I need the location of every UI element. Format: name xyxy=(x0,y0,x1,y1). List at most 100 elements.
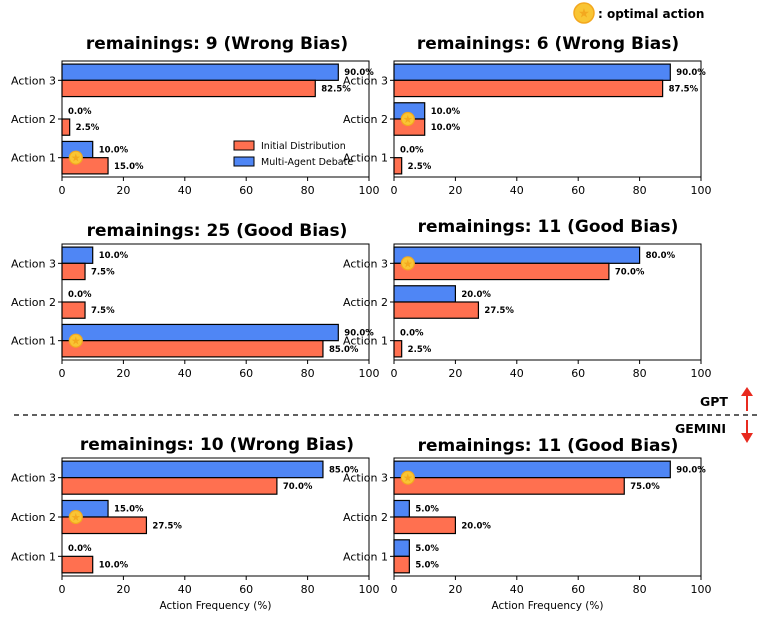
y-tick-label: Action 1 xyxy=(11,550,56,563)
plot-frame xyxy=(61,60,370,178)
bar-initial-distribution xyxy=(393,477,625,495)
data-label-debate: 90.0% xyxy=(344,329,374,339)
data-label-debate: 90.0% xyxy=(676,465,706,475)
data-label-debate: 0.0% xyxy=(400,329,424,339)
y-tick-label: Action 1 xyxy=(11,335,56,348)
x-tick-label: 40 xyxy=(178,184,192,197)
bar-multi-agent-debate xyxy=(61,63,339,81)
x-tick-label: 80 xyxy=(301,367,315,380)
legend-label-debate: Multi-Agent Debate xyxy=(261,157,353,168)
data-label-initial: 27.5% xyxy=(152,521,182,531)
chart-title: remainings: 6 (Wrong Bias) xyxy=(417,34,679,54)
x-tick-label: 20 xyxy=(448,583,462,596)
bar-initial-distribution xyxy=(61,340,324,358)
x-axis-label: Action Frequency (%) xyxy=(160,600,272,612)
x-tick-label: 20 xyxy=(448,367,462,380)
gpt-label: GPT xyxy=(700,394,728,409)
bar-multi-agent-debate xyxy=(393,285,457,303)
y-tick-label: Action 2 xyxy=(11,296,56,309)
plot-frame xyxy=(61,457,370,577)
data-label-initial: 85.0% xyxy=(329,345,359,355)
data-label-debate: 85.0% xyxy=(329,465,359,475)
x-tick-label: 0 xyxy=(59,184,66,197)
data-label-initial: 70.0% xyxy=(615,267,645,277)
x-tick-label: 100 xyxy=(359,583,380,596)
arrow-up-icon xyxy=(741,387,753,411)
bar-multi-agent-debate xyxy=(61,246,94,264)
chart-panel-3: remainings: 25 (Good Bias) Action 3 10.0% 7… xyxy=(11,221,379,380)
data-label-initial: 82.5% xyxy=(321,84,351,94)
data-label-debate: 15.0% xyxy=(114,505,144,515)
chart-title: remainings: 25 (Good Bias) xyxy=(87,221,348,241)
bar-initial-distribution xyxy=(393,79,664,98)
optimal-star-icon: ★ xyxy=(71,511,81,524)
optimal-legend-star-circle xyxy=(573,2,595,24)
optimal-action-legend: ★ : optimal action xyxy=(573,2,704,24)
optimal-star-icon-circle xyxy=(400,470,415,485)
data-label-debate: 0.0% xyxy=(68,544,92,554)
chart-panel-4: remainings: 11 (Good Bias) Action 3 80.0%7… xyxy=(343,217,711,380)
x-tick-label: 60 xyxy=(239,367,253,380)
optimal-star-icon: ★ xyxy=(403,113,413,126)
y-tick-label: Action 1 xyxy=(343,152,388,165)
data-label-initial: 10.0% xyxy=(99,561,129,571)
y-tick-label: Action 2 xyxy=(343,296,388,309)
data-label-initial: 2.5% xyxy=(76,123,100,133)
data-label-initial: 10.0% xyxy=(431,123,461,133)
y-tick-label: Action 3 xyxy=(11,74,56,87)
chart-panels: remainings: 9 (Wrong Bias) Action 3 90.0% 8… xyxy=(11,34,711,612)
bar-multi-agent-debate xyxy=(393,460,671,479)
x-tick-label: 0 xyxy=(59,583,66,596)
x-tick-label: 40 xyxy=(178,583,192,596)
bar-initial-distribution xyxy=(393,157,403,175)
chart-panel-1: remainings: 9 (Wrong Bias) Action 3 90.0% 8… xyxy=(11,34,379,197)
chart-panel-6: remainings: 11 (Good Bias) Action 3 90.0% 7… xyxy=(343,436,711,612)
x-tick-label: 60 xyxy=(239,583,253,596)
data-label-initial: 15.0% xyxy=(114,162,144,172)
x-tick-label: 0 xyxy=(391,184,398,197)
optimal-star-icon-circle xyxy=(68,509,83,525)
x-tick-label: 100 xyxy=(691,184,712,197)
y-tick-label: Action 1 xyxy=(343,335,388,348)
plot-frame xyxy=(61,243,370,361)
bar-initial-distribution xyxy=(61,301,86,319)
bar-initial-distribution xyxy=(61,79,316,98)
x-tick-label: 60 xyxy=(571,583,585,596)
x-tick-label: 0 xyxy=(391,583,398,596)
optimal-star-icon: ★ xyxy=(403,257,413,270)
x-tick-label: 100 xyxy=(359,367,380,380)
bar-initial-distribution xyxy=(61,118,71,136)
x-tick-label: 100 xyxy=(359,184,380,197)
x-tick-label: 20 xyxy=(116,367,130,380)
x-tick-label: 0 xyxy=(391,367,398,380)
bar-multi-agent-debate xyxy=(393,539,410,557)
data-label-debate: 10.0% xyxy=(431,107,461,117)
x-tick-label: 100 xyxy=(691,367,712,380)
optimal-star-icon-circle xyxy=(400,111,415,127)
optimal-star-icon-circle xyxy=(400,256,415,271)
x-tick-label: 60 xyxy=(571,184,585,197)
chart-title: remainings: 11 (Good Bias) xyxy=(418,436,679,456)
data-label-debate: 90.0% xyxy=(676,68,706,78)
x-tick-label: 20 xyxy=(116,583,130,596)
bar-initial-distribution xyxy=(393,516,457,535)
data-label-initial: 70.0% xyxy=(283,482,313,492)
y-tick-label: Action 2 xyxy=(11,511,56,524)
plot-frame xyxy=(393,60,702,178)
chart-title: remainings: 10 (Wrong Bias) xyxy=(80,435,354,455)
x-tick-label: 40 xyxy=(510,367,524,380)
data-label-initial: 2.5% xyxy=(408,162,432,172)
y-tick-label: Action 2 xyxy=(11,113,56,126)
data-label-initial: 27.5% xyxy=(484,306,514,316)
bar-initial-distribution xyxy=(61,157,109,175)
bar-initial-distribution xyxy=(61,477,278,495)
model-divider: GPT GEMINI xyxy=(14,387,761,443)
y-tick-label: Action 3 xyxy=(11,257,56,270)
chart-title: remainings: 9 (Wrong Bias) xyxy=(86,34,348,54)
data-label-initial: 20.0% xyxy=(461,521,491,531)
bar-multi-agent-debate xyxy=(61,499,109,518)
optimal-star-icon-circle xyxy=(68,333,83,348)
chart-panel-2: remainings: 6 (Wrong Bias)Action 390.0%8… xyxy=(343,34,711,197)
bar-multi-agent-debate xyxy=(393,499,410,518)
